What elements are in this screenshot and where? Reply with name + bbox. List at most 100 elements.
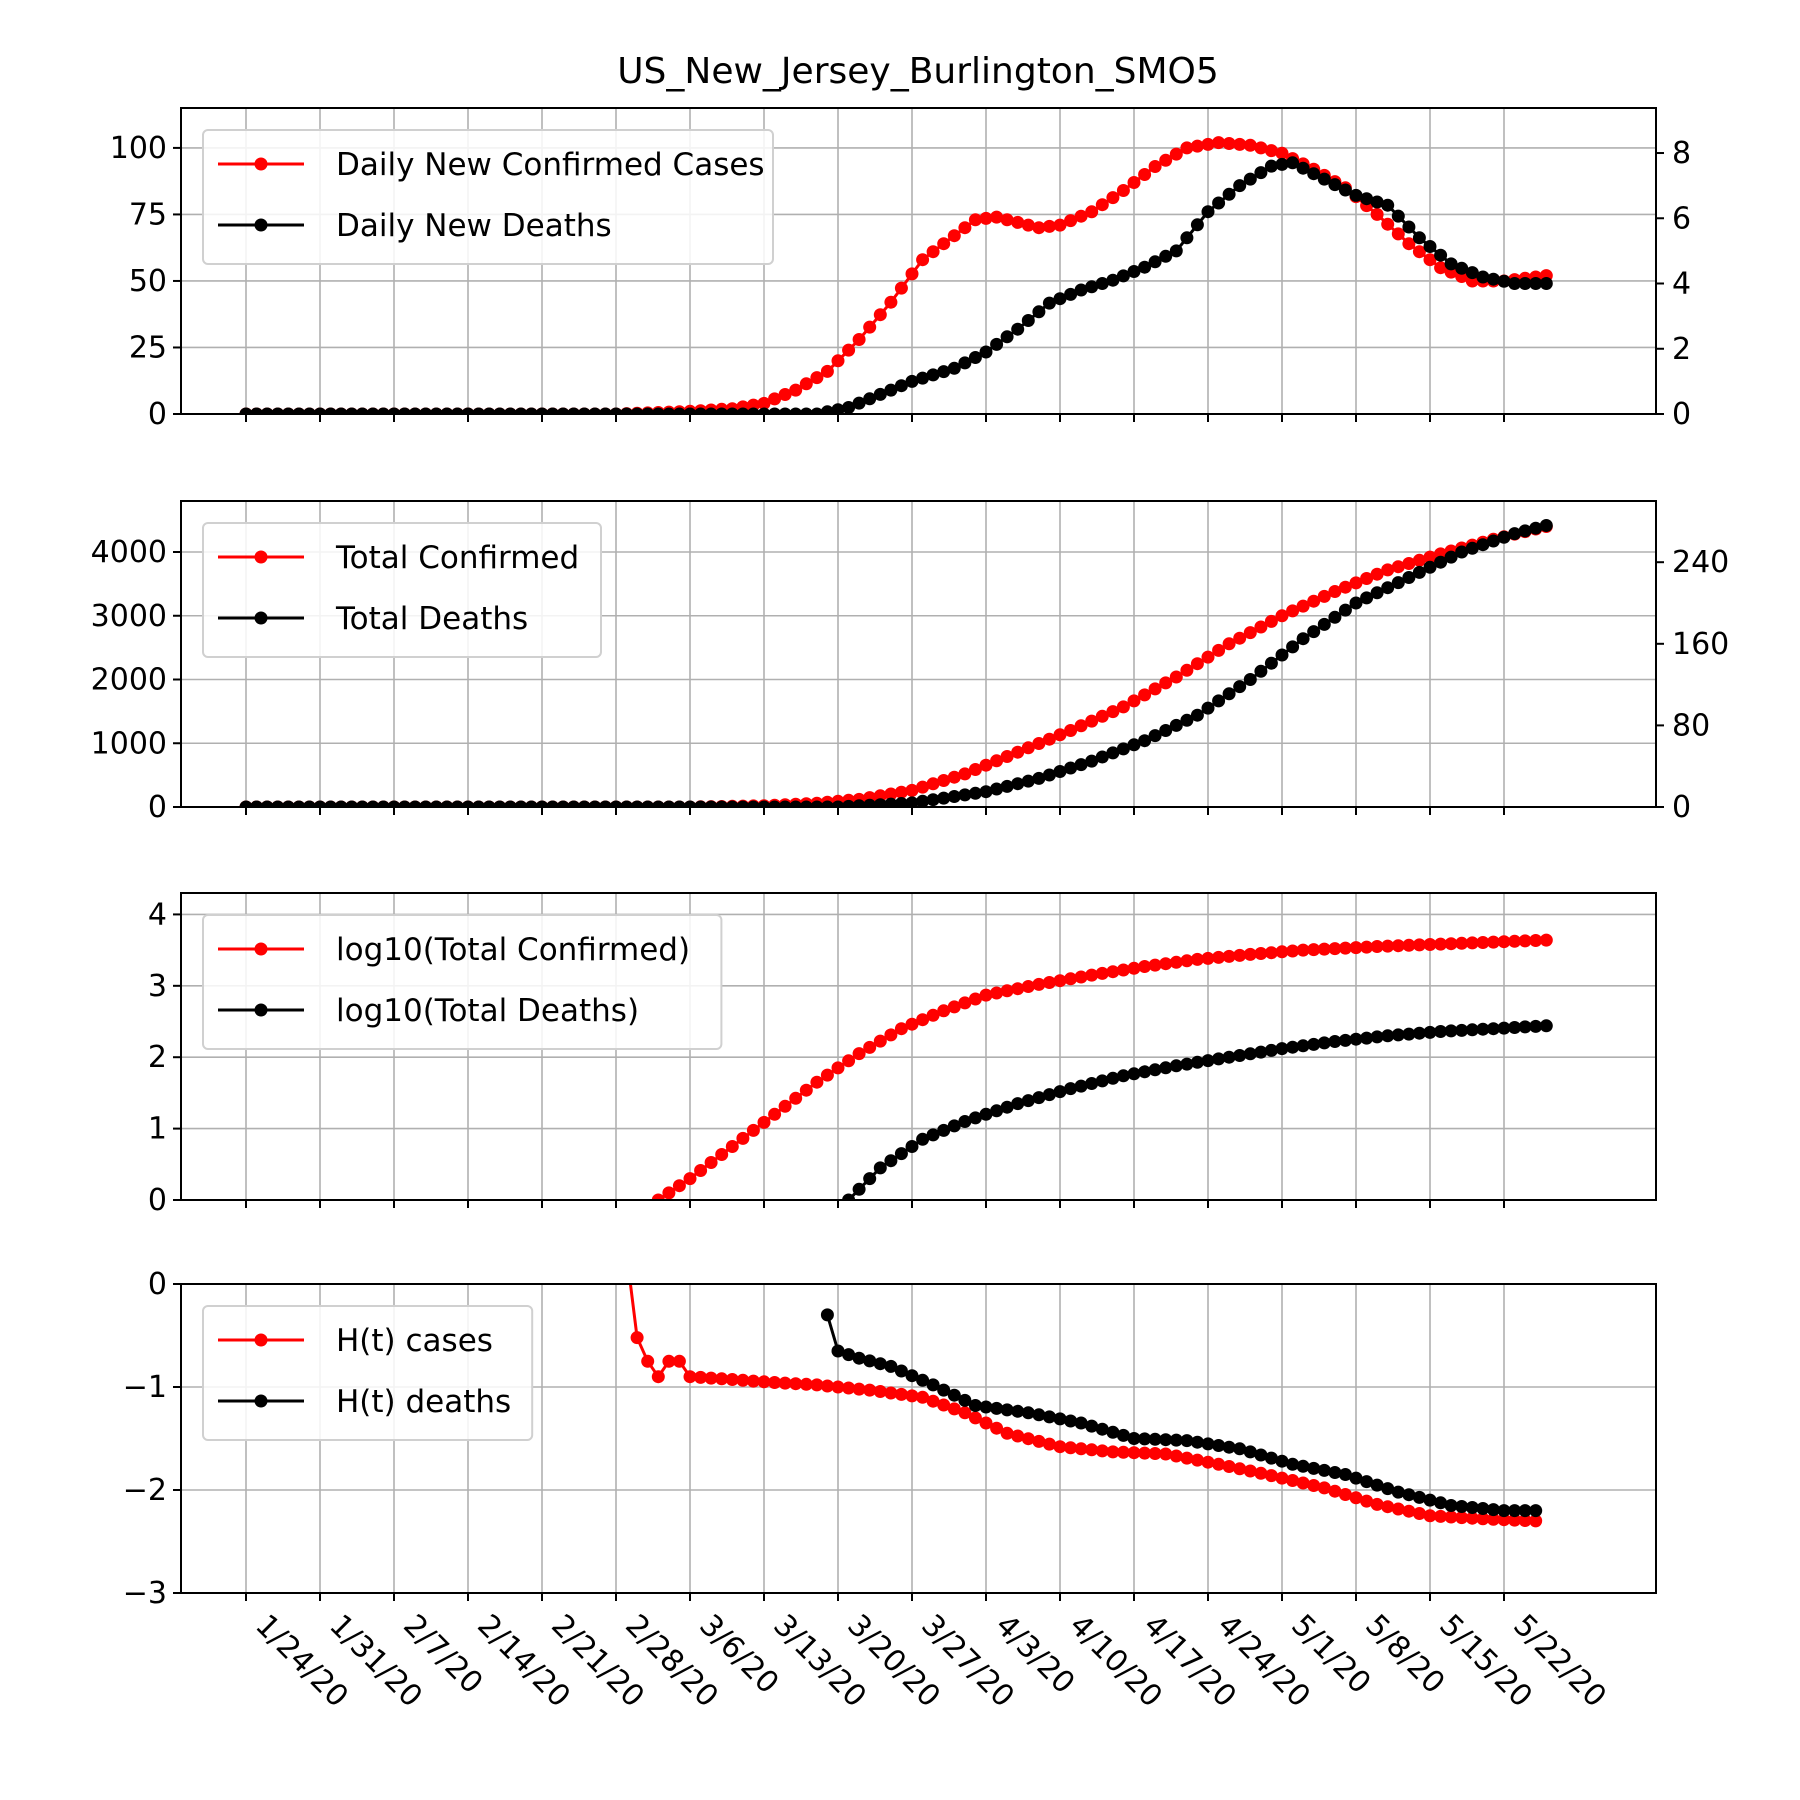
data-point bbox=[1159, 1061, 1173, 1075]
data-point bbox=[937, 1398, 951, 1412]
data-point bbox=[916, 1390, 930, 1404]
data-point bbox=[1486, 935, 1500, 949]
data-point bbox=[1360, 591, 1374, 605]
data-point bbox=[1190, 1435, 1204, 1449]
data-point bbox=[672, 1354, 686, 1368]
data-point bbox=[1159, 153, 1173, 167]
data-point bbox=[1243, 1047, 1257, 1061]
legend: Total Confirmed Total Deaths bbox=[202, 522, 602, 658]
data-point bbox=[852, 333, 866, 346]
data-point bbox=[1476, 936, 1490, 949]
data-point bbox=[1412, 1490, 1426, 1504]
data-point bbox=[725, 800, 739, 807]
data-point bbox=[694, 407, 708, 414]
data-point bbox=[873, 308, 887, 322]
data-point bbox=[799, 1377, 813, 1391]
data-point bbox=[577, 800, 591, 807]
data-point bbox=[461, 800, 475, 807]
data-point bbox=[630, 800, 644, 807]
data-point bbox=[1349, 596, 1363, 610]
legend-box bbox=[202, 129, 774, 265]
data-point bbox=[863, 1172, 877, 1186]
data-point bbox=[1529, 1504, 1543, 1518]
data-point bbox=[1064, 761, 1078, 775]
data-point bbox=[842, 1193, 856, 1200]
data-point bbox=[1381, 1029, 1395, 1043]
data-point bbox=[1254, 141, 1268, 155]
data-point bbox=[1486, 1503, 1500, 1517]
data-point bbox=[1116, 700, 1130, 714]
data-point bbox=[947, 229, 961, 243]
data-point bbox=[651, 800, 665, 807]
data-point bbox=[937, 237, 951, 251]
data-point bbox=[778, 1099, 792, 1113]
data-point bbox=[1074, 1442, 1088, 1456]
data-point bbox=[1169, 955, 1183, 969]
data-point bbox=[873, 1161, 887, 1175]
series-1 bbox=[651, 933, 1553, 1200]
data-point bbox=[1053, 765, 1067, 778]
data-point bbox=[990, 1401, 1004, 1415]
legend-marker bbox=[254, 1333, 268, 1347]
data-point bbox=[1455, 1511, 1469, 1525]
data-point bbox=[1032, 1408, 1046, 1422]
data-point bbox=[990, 986, 1004, 1000]
y-right-tick-label: 0 bbox=[1672, 790, 1691, 825]
data-point bbox=[398, 800, 412, 807]
data-point bbox=[1233, 137, 1247, 151]
data-point bbox=[990, 337, 1004, 351]
data-point bbox=[1201, 1054, 1215, 1068]
data-point bbox=[1148, 1063, 1162, 1077]
data-point bbox=[1222, 949, 1236, 963]
data-point bbox=[1328, 585, 1342, 598]
data-point bbox=[1254, 1466, 1268, 1480]
data-point bbox=[1434, 555, 1448, 569]
data-point bbox=[503, 407, 517, 414]
data-point bbox=[588, 800, 602, 807]
data-point bbox=[1095, 198, 1109, 212]
data-point bbox=[1275, 945, 1289, 959]
data-point bbox=[302, 407, 316, 414]
data-point bbox=[1518, 1020, 1532, 1034]
data-point bbox=[324, 800, 338, 807]
data-point bbox=[820, 1308, 834, 1322]
data-point bbox=[1391, 939, 1405, 953]
data-point bbox=[1127, 738, 1141, 752]
data-point bbox=[937, 1383, 951, 1397]
data-point bbox=[1085, 1443, 1099, 1457]
data-point bbox=[1370, 940, 1384, 953]
y-tick-label: 0 bbox=[148, 790, 167, 825]
data-point bbox=[1275, 1454, 1289, 1468]
data-point bbox=[831, 800, 845, 807]
data-point bbox=[366, 800, 380, 807]
data-point bbox=[1465, 541, 1479, 555]
data-point bbox=[1032, 771, 1046, 785]
data-point bbox=[1402, 557, 1416, 570]
data-point bbox=[334, 800, 348, 807]
data-point bbox=[313, 407, 327, 414]
data-point bbox=[1233, 948, 1247, 962]
data-point bbox=[1518, 277, 1532, 290]
data-point bbox=[567, 407, 581, 414]
data-point bbox=[1476, 1502, 1490, 1515]
data-point bbox=[947, 1388, 961, 1402]
data-point bbox=[1360, 1475, 1374, 1489]
data-point bbox=[873, 387, 887, 401]
axes-frame bbox=[180, 500, 1657, 808]
data-point bbox=[250, 800, 264, 807]
data-point bbox=[1455, 1023, 1469, 1037]
data-point bbox=[387, 800, 401, 807]
data-point bbox=[1116, 184, 1130, 197]
data-point bbox=[535, 800, 549, 807]
data-point bbox=[1169, 670, 1183, 684]
data-point bbox=[820, 405, 834, 414]
data-point bbox=[799, 407, 813, 414]
data-point bbox=[757, 1375, 771, 1389]
data-point bbox=[1201, 137, 1215, 151]
data-point bbox=[1539, 277, 1553, 290]
data-point bbox=[725, 407, 739, 414]
data-point bbox=[493, 800, 507, 807]
data-point bbox=[820, 800, 834, 807]
data-point bbox=[1434, 937, 1448, 951]
data-point bbox=[1423, 240, 1437, 253]
